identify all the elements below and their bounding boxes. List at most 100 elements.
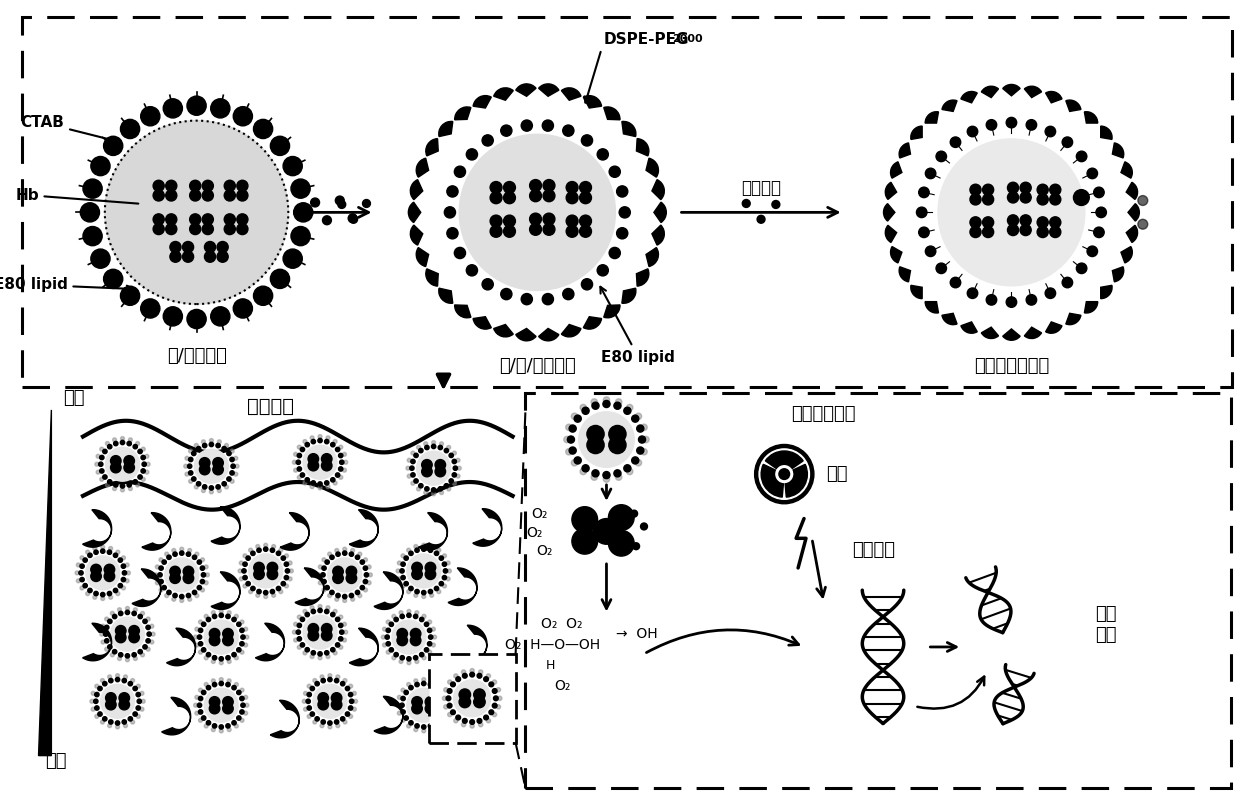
Circle shape <box>348 706 352 710</box>
Circle shape <box>113 588 118 592</box>
Circle shape <box>334 609 337 613</box>
Wedge shape <box>1045 92 1061 103</box>
Circle shape <box>108 550 112 555</box>
Circle shape <box>454 719 458 723</box>
Circle shape <box>428 724 433 728</box>
Circle shape <box>125 610 130 614</box>
Circle shape <box>123 571 126 575</box>
Circle shape <box>224 444 228 448</box>
Circle shape <box>1007 182 1018 193</box>
Text: O₂: O₂ <box>536 544 552 558</box>
Circle shape <box>104 571 114 581</box>
Circle shape <box>430 728 434 732</box>
Circle shape <box>529 190 542 202</box>
Wedge shape <box>1101 126 1112 139</box>
Circle shape <box>325 585 330 590</box>
Circle shape <box>201 558 205 562</box>
Circle shape <box>246 635 249 639</box>
Wedge shape <box>785 464 807 497</box>
Circle shape <box>439 716 444 720</box>
Circle shape <box>105 700 117 710</box>
Circle shape <box>389 648 393 652</box>
Circle shape <box>474 724 479 728</box>
Circle shape <box>305 613 310 617</box>
Circle shape <box>108 675 112 679</box>
Circle shape <box>250 551 255 555</box>
Circle shape <box>99 477 104 481</box>
Circle shape <box>436 590 440 593</box>
Circle shape <box>415 683 419 687</box>
Circle shape <box>146 647 150 651</box>
Circle shape <box>198 696 203 700</box>
Circle shape <box>458 466 461 470</box>
Text: 水/油型乳剂: 水/油型乳剂 <box>166 347 227 365</box>
Circle shape <box>312 684 347 718</box>
Circle shape <box>334 651 337 655</box>
Circle shape <box>614 402 621 409</box>
Circle shape <box>108 645 112 649</box>
Circle shape <box>294 203 312 222</box>
Circle shape <box>94 714 99 718</box>
Circle shape <box>223 635 233 646</box>
Circle shape <box>241 688 244 692</box>
Circle shape <box>136 714 140 718</box>
Circle shape <box>453 460 456 464</box>
Circle shape <box>298 637 301 641</box>
Circle shape <box>326 606 330 609</box>
Circle shape <box>336 552 340 556</box>
Circle shape <box>232 653 236 657</box>
Wedge shape <box>1066 313 1081 324</box>
Circle shape <box>180 599 184 602</box>
Circle shape <box>303 445 337 479</box>
Circle shape <box>598 149 609 160</box>
Circle shape <box>450 682 455 687</box>
Circle shape <box>109 720 113 724</box>
Circle shape <box>1021 192 1032 203</box>
Circle shape <box>334 440 337 444</box>
Circle shape <box>367 565 371 569</box>
Wedge shape <box>474 316 491 329</box>
Circle shape <box>432 444 435 448</box>
Wedge shape <box>410 225 423 245</box>
Circle shape <box>234 456 238 460</box>
Polygon shape <box>131 569 161 606</box>
Circle shape <box>92 691 95 696</box>
Circle shape <box>205 656 208 660</box>
Wedge shape <box>1024 86 1042 97</box>
Wedge shape <box>636 138 649 156</box>
Circle shape <box>143 462 146 466</box>
Circle shape <box>350 593 353 597</box>
Circle shape <box>358 593 362 597</box>
Circle shape <box>565 424 572 431</box>
Polygon shape <box>255 623 284 661</box>
Circle shape <box>224 214 236 225</box>
Circle shape <box>454 682 458 686</box>
Circle shape <box>206 653 211 657</box>
Circle shape <box>283 249 303 268</box>
Circle shape <box>97 470 100 474</box>
Circle shape <box>591 470 599 477</box>
Circle shape <box>428 650 432 654</box>
Circle shape <box>1063 137 1073 147</box>
Circle shape <box>291 179 310 198</box>
Circle shape <box>294 638 298 642</box>
Circle shape <box>574 415 582 422</box>
Circle shape <box>449 479 454 483</box>
Circle shape <box>237 180 248 192</box>
Circle shape <box>198 650 202 654</box>
Circle shape <box>129 632 139 642</box>
Circle shape <box>118 584 123 588</box>
Circle shape <box>463 719 467 723</box>
Circle shape <box>94 684 99 688</box>
Circle shape <box>444 484 449 488</box>
Circle shape <box>1074 190 1089 205</box>
Circle shape <box>482 134 494 146</box>
Circle shape <box>195 696 198 700</box>
Wedge shape <box>562 324 582 336</box>
Circle shape <box>572 460 578 466</box>
Circle shape <box>434 686 439 690</box>
Circle shape <box>187 464 192 469</box>
Circle shape <box>397 711 402 715</box>
Circle shape <box>1050 217 1061 228</box>
Circle shape <box>300 448 305 452</box>
